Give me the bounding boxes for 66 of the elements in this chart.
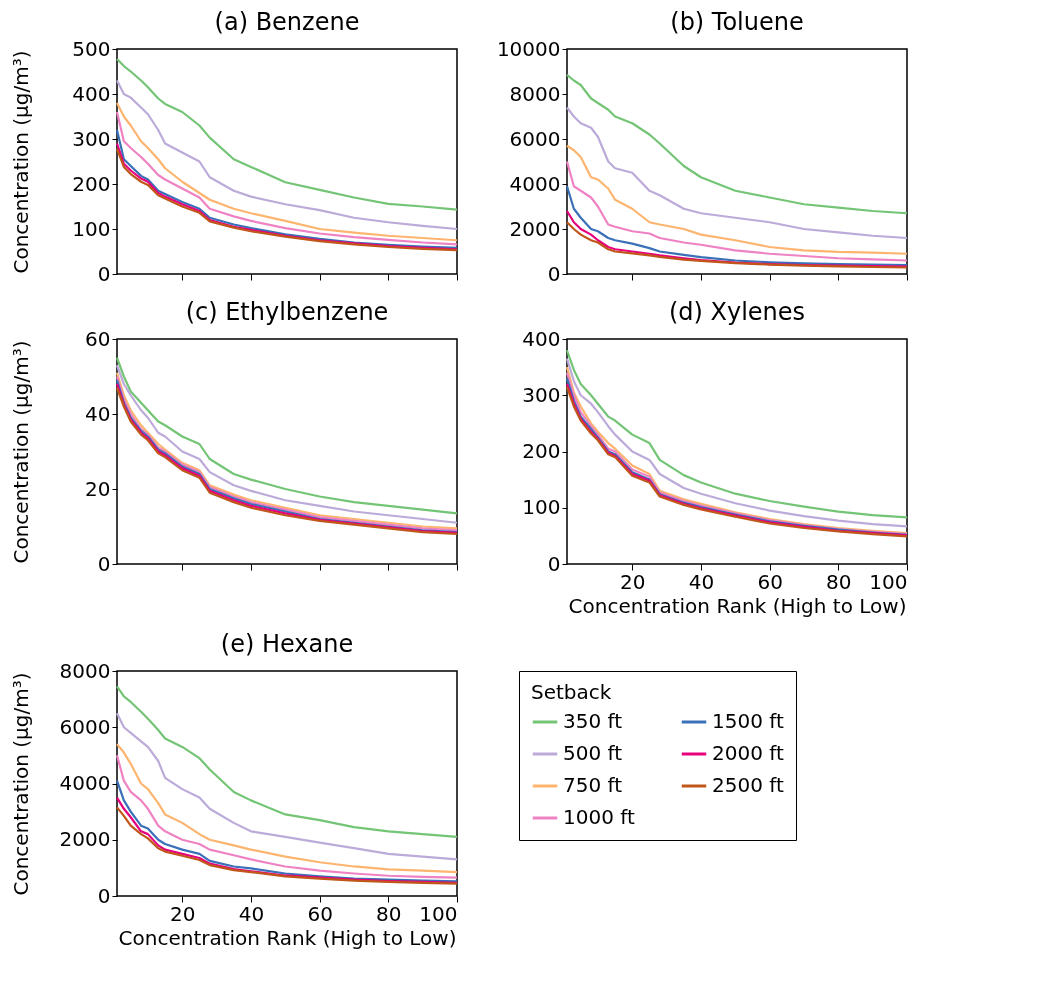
legend-label: 2000 ft: [712, 741, 784, 765]
y-tick-label: 6000: [509, 126, 561, 151]
y-tick-label: 0: [547, 551, 561, 576]
line-series: [115, 79, 459, 231]
y-axis-title: Concentration (μg/m³): [8, 340, 33, 564]
line-series: [565, 160, 909, 262]
y-tick-label: 500: [72, 36, 111, 61]
x-axis-title: Concentration Rank (High to Low): [118, 925, 457, 950]
legend-title: Setback: [531, 680, 612, 704]
x-tick-label: 40: [688, 569, 715, 594]
y-tick-label: 200: [522, 439, 561, 463]
legend-label: 2500 ft: [712, 773, 784, 797]
x-tick-label: 40: [238, 901, 265, 926]
y-tick-label: 2000: [509, 216, 561, 241]
x-tick-label: 20: [620, 569, 646, 594]
y-tick-label: 0: [97, 883, 111, 908]
x-tick-label: 100: [869, 569, 908, 594]
x-tick-label: 80: [376, 901, 402, 926]
line-series: [115, 57, 459, 211]
y-tick-label: 0: [547, 261, 561, 286]
legend-label: 750 ft: [563, 773, 623, 797]
y-tick-label: 0: [97, 551, 111, 576]
y-tick-label: 8000: [509, 81, 561, 106]
y-tick-label: 4000: [509, 171, 561, 196]
line-series: [115, 712, 459, 861]
y-tick-label: 40: [85, 401, 111, 426]
x-tick-label: 60: [307, 901, 333, 926]
line-series: [565, 221, 909, 269]
line-series: [565, 73, 909, 215]
y-tick-label: 8000: [59, 658, 111, 683]
x-tick-label: 80: [826, 569, 852, 594]
y-axis-title: Concentration (μg/m³): [8, 50, 33, 274]
y-tick-label: 0: [97, 261, 111, 286]
y-tick-label: 400: [522, 326, 561, 351]
y-tick-label: 300: [522, 382, 561, 407]
line-series: [565, 144, 909, 255]
y-tick-label: 400: [72, 81, 111, 106]
y-tick-label: 200: [72, 171, 111, 196]
legend-label: 1500 ft: [712, 709, 784, 733]
x-tick-label: 100: [419, 901, 458, 926]
legend-label: 1000 ft: [563, 805, 635, 829]
line-series: [565, 209, 909, 268]
chart-title: (c) Ethylbenzene: [185, 298, 389, 326]
y-tick-label: 10000: [496, 36, 561, 61]
line-series: [115, 779, 459, 883]
y-tick-label: 60: [85, 326, 111, 351]
chart-title: (d) Xylenes: [668, 298, 806, 326]
x-tick-label: 60: [757, 569, 783, 594]
legend-label: 350 ft: [563, 709, 623, 733]
y-tick-label: 100: [72, 216, 111, 241]
chart-title: (a) Benzene: [214, 8, 360, 36]
chart-title: (e) Hexane: [220, 630, 354, 658]
y-tick-label: 4000: [59, 771, 111, 795]
legend-label: 500 ft: [563, 741, 623, 765]
line-series: [565, 185, 909, 267]
y-tick-label: 6000: [59, 714, 111, 739]
x-axis-title: Concentration Rank (High to Low): [568, 593, 907, 618]
y-tick-label: 300: [72, 126, 111, 151]
x-tick-label: 20: [170, 901, 196, 926]
y-tick-label: 2000: [59, 827, 111, 852]
y-tick-label: 100: [522, 495, 561, 520]
y-tick-label: 20: [85, 476, 111, 501]
line-series: [115, 685, 459, 839]
line-series: [565, 106, 909, 240]
chart-title: (b) Toluene: [670, 8, 804, 36]
y-axis-title: Concentration (μg/m³): [8, 672, 33, 896]
